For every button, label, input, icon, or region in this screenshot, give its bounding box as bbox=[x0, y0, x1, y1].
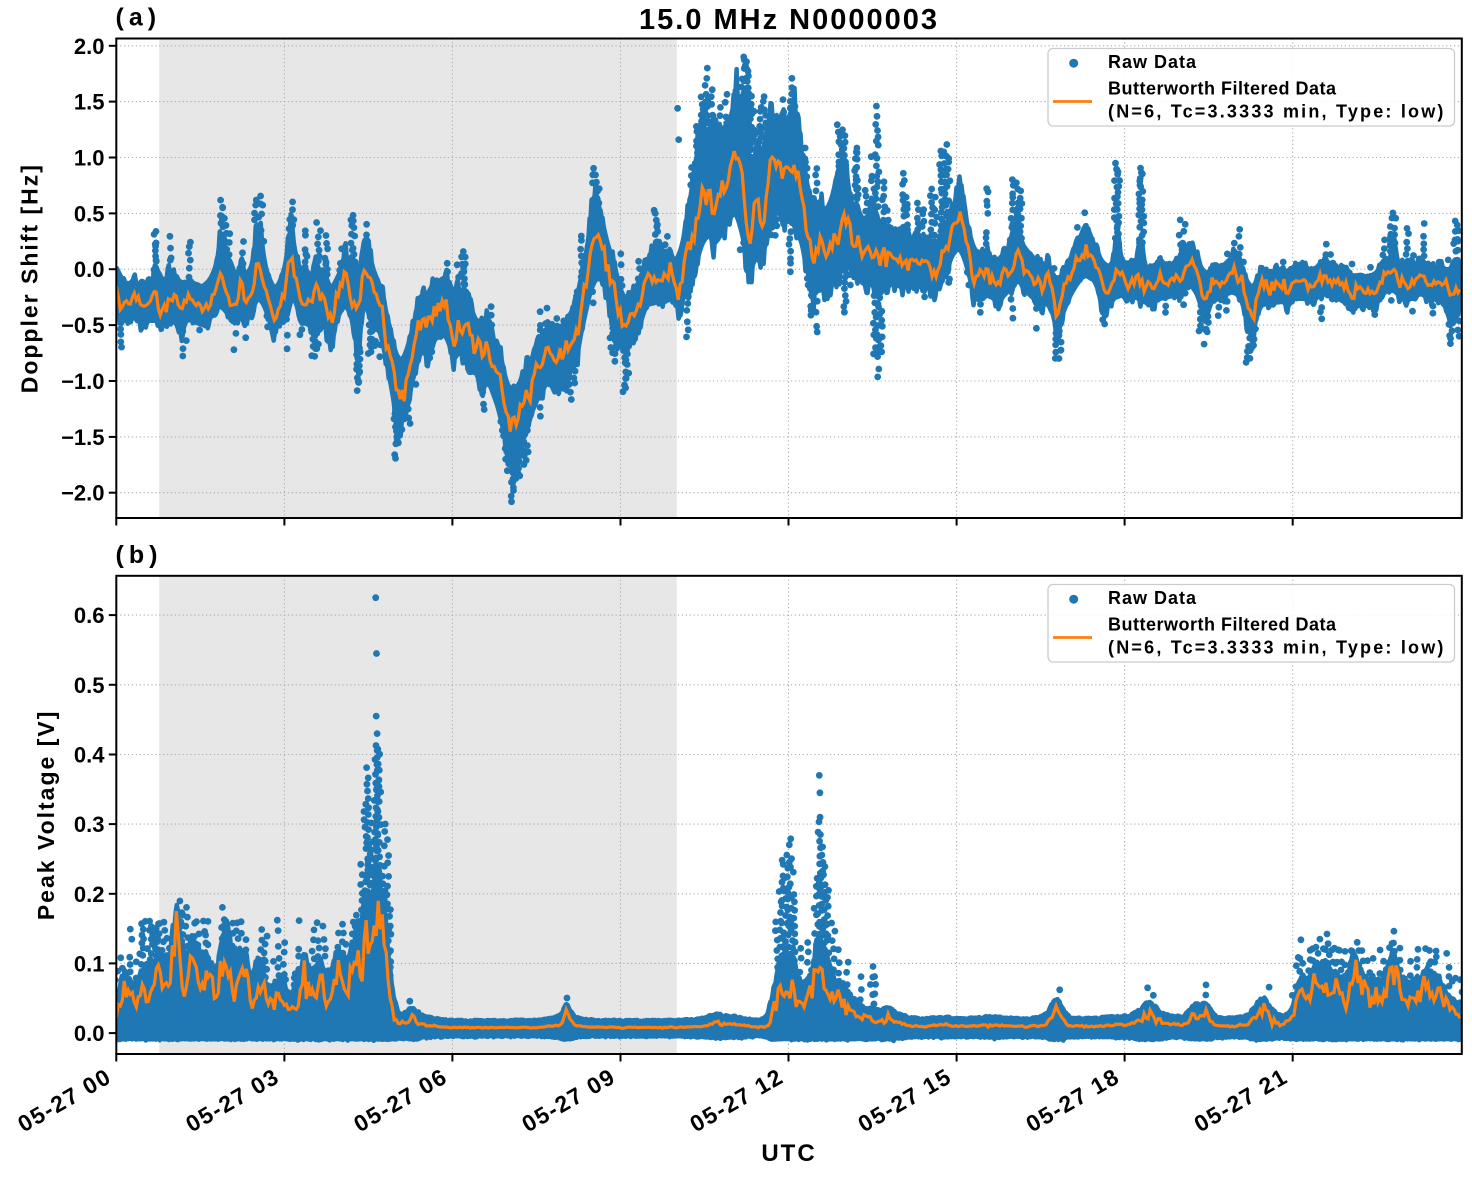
svg-text:(N=6, Tc=3.3333 min, Type: low: (N=6, Tc=3.3333 min, Type: low) bbox=[1108, 102, 1446, 122]
svg-text:−1.5: −1.5 bbox=[61, 425, 104, 450]
svg-text:0.0: 0.0 bbox=[74, 257, 105, 282]
svg-text:0.3: 0.3 bbox=[74, 812, 105, 837]
svg-text:1.5: 1.5 bbox=[74, 90, 105, 115]
svg-text:−0.5: −0.5 bbox=[61, 313, 104, 338]
svg-text:Raw Data: Raw Data bbox=[1108, 588, 1197, 608]
svg-text:0.6: 0.6 bbox=[74, 603, 105, 628]
svg-text:0.5: 0.5 bbox=[74, 673, 105, 698]
svg-text:2.0: 2.0 bbox=[74, 34, 105, 59]
svg-text:15.0 MHz N0000003: 15.0 MHz N0000003 bbox=[639, 4, 939, 36]
svg-text:1.0: 1.0 bbox=[74, 146, 105, 171]
svg-text:(b): (b) bbox=[116, 541, 163, 569]
svg-text:0.1: 0.1 bbox=[74, 951, 105, 976]
svg-text:Peak Voltage [V]: Peak Voltage [V] bbox=[33, 710, 59, 921]
svg-text:0.2: 0.2 bbox=[74, 882, 105, 907]
svg-text:−2.0: −2.0 bbox=[61, 481, 104, 506]
svg-text:−1.0: −1.0 bbox=[61, 369, 104, 394]
svg-text:0.5: 0.5 bbox=[74, 201, 105, 226]
svg-text:Butterworth Filtered Data: Butterworth Filtered Data bbox=[1108, 79, 1337, 99]
svg-text:Butterworth Filtered Data: Butterworth Filtered Data bbox=[1108, 615, 1337, 635]
svg-text:(a): (a) bbox=[116, 4, 162, 32]
svg-text:Doppler Shift [Hz]: Doppler Shift [Hz] bbox=[17, 163, 43, 393]
svg-text:(N=6, Tc=3.3333 min, Type: low: (N=6, Tc=3.3333 min, Type: low) bbox=[1108, 638, 1446, 658]
svg-text:0.0: 0.0 bbox=[74, 1021, 105, 1046]
svg-text:Raw Data: Raw Data bbox=[1108, 52, 1197, 72]
svg-text:UTC: UTC bbox=[761, 1140, 816, 1167]
svg-text:0.4: 0.4 bbox=[74, 743, 105, 768]
